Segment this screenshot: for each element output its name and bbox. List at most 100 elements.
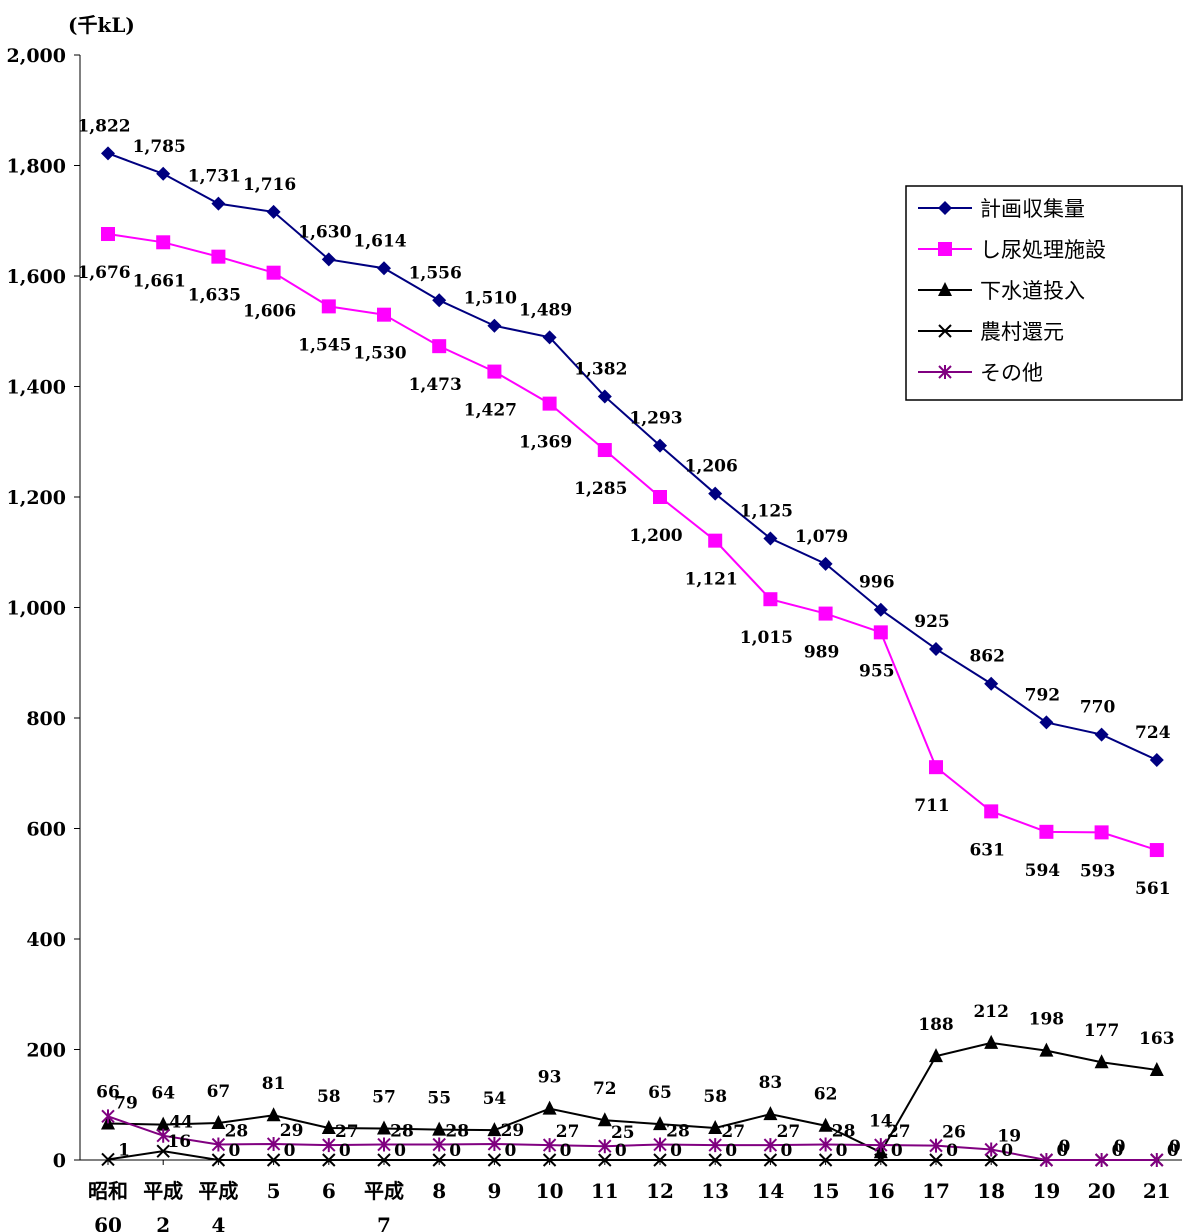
square-marker: [597, 443, 612, 458]
legend-label: その他: [980, 361, 1043, 385]
diamond-marker: [542, 330, 557, 345]
triangle-marker: [818, 1117, 833, 1132]
y-tick-label: 1,600: [7, 266, 67, 288]
x-axis-ticks: 昭和 60 平成 2 平成 4 5 6 平成 7 8 9 10 11 12 13 14 15 16 17 18 19 20 2…: [88, 1160, 1171, 1232]
x-marker: [874, 1153, 888, 1167]
data-label: 28: [445, 1122, 469, 1142]
x-tick-label: 10: [536, 1179, 564, 1203]
data-label: 66: [96, 1083, 120, 1103]
data-label: 770: [1080, 698, 1116, 718]
asterisk-marker: [874, 1138, 888, 1153]
data-label: 593: [1080, 861, 1116, 881]
diamond-marker: [432, 293, 447, 308]
x-tick-label: 4: [211, 1213, 225, 1232]
x-tick-label: 平成: [143, 1179, 183, 1203]
data-label: 1,121: [685, 570, 738, 590]
x-tick-label: 14: [756, 1179, 784, 1203]
asterisk-marker: [432, 1137, 446, 1152]
data-label: 0: [284, 1141, 296, 1161]
diamond-marker: [938, 201, 952, 215]
data-label: 1,382: [574, 359, 627, 379]
data-label: 16: [167, 1132, 191, 1152]
x-marker: [818, 1153, 833, 1167]
data-label: 996: [859, 573, 895, 593]
data-label: 64: [151, 1084, 175, 1104]
asterisk-marker: [708, 1138, 722, 1153]
y-tick-label: 1,000: [7, 598, 67, 620]
data-label: 711: [914, 796, 950, 816]
x-marker: [984, 1153, 998, 1167]
data-label: 0: [836, 1141, 848, 1161]
data-label: 83: [759, 1073, 783, 1093]
data-label: 27: [335, 1122, 359, 1142]
asterisk-marker: [1039, 1153, 1054, 1167]
x-marker: [266, 1153, 281, 1167]
x-marker: [598, 1153, 612, 1167]
x-tick-label: 18: [977, 1179, 1005, 1203]
x-tick-label: 2: [156, 1213, 170, 1232]
square-marker: [653, 490, 667, 504]
data-label: 0: [560, 1141, 572, 1161]
x-marker: [708, 1153, 722, 1167]
legend-label: し尿処理施設: [980, 238, 1106, 262]
data-label: 0: [449, 1141, 461, 1161]
data-label: 54: [483, 1089, 507, 1109]
diamond-marker: [156, 166, 171, 181]
diamond-marker: [211, 196, 226, 211]
square-marker: [1039, 824, 1054, 839]
asterisk-marker: [156, 1128, 170, 1143]
data-label: 0: [891, 1141, 903, 1161]
square-marker: [487, 364, 502, 379]
triangle-marker: [211, 1114, 226, 1129]
data-label: 67: [207, 1082, 231, 1102]
diamond-marker: [101, 146, 115, 161]
data-label: 0: [946, 1141, 958, 1161]
diamond-marker: [377, 261, 391, 276]
triangle-marker: [266, 1107, 281, 1122]
data-label: 1,545: [298, 335, 351, 355]
diamond-marker: [1094, 727, 1109, 742]
y-axis-unit-label: (千kL): [68, 13, 135, 37]
square-marker: [156, 235, 171, 250]
data-label: 1,489: [519, 300, 572, 320]
asterisk-marker: [377, 1137, 391, 1152]
data-label: 0: [670, 1141, 682, 1161]
data-label: 1,731: [188, 167, 241, 187]
data-label: 594: [1025, 861, 1061, 881]
data-label: 0: [1056, 1141, 1068, 1161]
triangle-marker: [321, 1119, 336, 1134]
data-label: 1,473: [409, 375, 462, 395]
diamond-marker: [708, 486, 723, 501]
x-marker: [156, 1144, 170, 1158]
data-label: 792: [1025, 685, 1061, 705]
triangle-marker: [653, 1116, 667, 1131]
data-label: 561: [1135, 879, 1171, 899]
legend-label: 農村還元: [980, 320, 1064, 344]
data-label: 1,079: [795, 527, 848, 547]
data-label: 28: [666, 1122, 690, 1142]
data-label: 989: [804, 643, 840, 663]
data-label: 955: [859, 661, 895, 681]
data-label: 26: [942, 1123, 966, 1143]
square-marker: [873, 625, 888, 640]
x-tick-label: 19: [1032, 1179, 1060, 1203]
data-label: 1,556: [409, 263, 462, 283]
data-label: 1,369: [519, 433, 572, 453]
x-tick-label: 7: [377, 1213, 391, 1232]
asterisk-marker: [1150, 1153, 1164, 1167]
diamond-marker: [487, 318, 502, 333]
data-label: 1,530: [353, 344, 406, 364]
asterisk-marker: [487, 1136, 502, 1151]
series-5: [101, 1109, 1164, 1167]
data-label: 188: [918, 1015, 954, 1035]
legend-box: [905, 185, 1183, 401]
data-label: 0: [1169, 1137, 1181, 1157]
data-label: 1,015: [740, 628, 793, 648]
asterisk-marker: [266, 1136, 281, 1151]
square-marker: [211, 249, 226, 264]
x-marker: [377, 1153, 391, 1167]
series-line: [107, 233, 1158, 851]
triangle-marker: [984, 1034, 999, 1049]
asterisk-marker: [1094, 1153, 1109, 1167]
